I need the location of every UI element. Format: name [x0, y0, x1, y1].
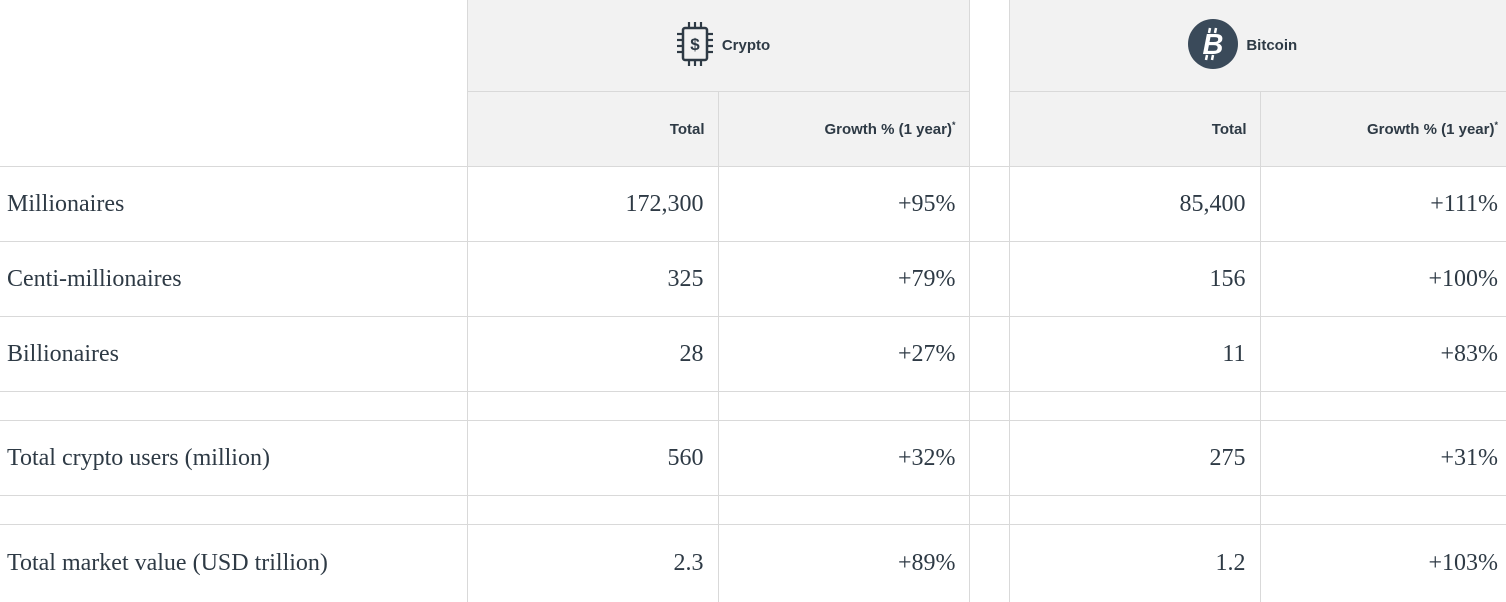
spacer-cell	[0, 495, 467, 525]
header-gap-cell	[969, 0, 1009, 92]
row-label: Millionaires	[0, 166, 467, 242]
bitcoin-growth-value: +31%	[1259, 420, 1506, 496]
row-label: Total crypto users (million)	[0, 420, 467, 496]
spacer-cell	[1259, 391, 1506, 421]
spacer-row	[0, 391, 1506, 421]
crypto-group-label: Crypto	[721, 37, 771, 54]
gap-cell	[968, 495, 1009, 525]
header-gap-cell	[969, 91, 1009, 167]
crypto-group-header: $ Crypto	[466, 0, 970, 92]
crypto-growth-value: +27%	[717, 316, 969, 392]
bitcoin-growth-value: +83%	[1259, 316, 1506, 392]
bitcoin-total-value: 11	[1008, 316, 1260, 392]
bitcoin-growth-value: +103%	[1259, 524, 1506, 602]
bitcoin-growth-header: Growth % (1 year)*	[1259, 91, 1506, 167]
crypto-growth-value: +89%	[717, 524, 969, 602]
group-header-row: $ Crypto B Bitcoin	[0, 0, 1506, 92]
column-header-row: Total Growth % (1 year)* Total Growth % …	[0, 91, 1506, 167]
bitcoin-growth-value: +100%	[1259, 241, 1506, 317]
bitcoin-total-header: Total	[1008, 91, 1260, 167]
table-row: Total crypto users (million) 560 +32% 27…	[0, 420, 1506, 496]
svg-text:B: B	[1203, 29, 1224, 61]
table-row: Centi-millionaires 325 +79% 156 +100%	[0, 241, 1506, 317]
header-empty-cell	[0, 0, 467, 92]
bitcoin-growth-value: +111%	[1259, 166, 1506, 242]
header-empty-cell	[0, 91, 467, 167]
crypto-growth-value: +95%	[717, 166, 969, 242]
table-row: Total market value (USD trillion) 2.3 +8…	[0, 524, 1506, 602]
spacer-cell	[1008, 495, 1260, 525]
gap-cell	[968, 391, 1009, 421]
gap-cell	[968, 420, 1009, 496]
row-label: Billionaires	[0, 316, 467, 392]
crypto-growth-value: +32%	[717, 420, 969, 496]
spacer-row	[0, 495, 1506, 525]
spacer-cell	[466, 495, 718, 525]
table-row: Billionaires 28 +27% 11 +83%	[0, 316, 1506, 392]
crypto-total-value: 2.3	[466, 524, 718, 602]
spacer-cell	[717, 391, 969, 421]
crypto-growth-value: +79%	[717, 241, 969, 317]
gap-cell	[968, 316, 1009, 392]
crypto-total-value: 325	[466, 241, 718, 317]
crypto-total-value: 172,300	[466, 166, 718, 242]
crypto-growth-header: Growth % (1 year)*	[717, 91, 970, 167]
gap-cell	[968, 241, 1009, 317]
chip-dollar-icon: $	[676, 21, 714, 71]
bitcoin-total-value: 1.2	[1008, 524, 1260, 602]
footnote-marker: *	[951, 119, 956, 130]
crypto-total-header: Total	[466, 91, 718, 167]
footnote-marker: *	[1494, 119, 1498, 130]
crypto-total-value: 560	[466, 420, 718, 496]
spacer-cell	[1008, 391, 1260, 421]
bitcoin-group-header: B Bitcoin	[1008, 0, 1506, 92]
svg-text:$: $	[690, 35, 700, 54]
bitcoin-total-value: 156	[1008, 241, 1260, 317]
bitcoin-total-value: 85,400	[1008, 166, 1260, 242]
gap-cell	[968, 524, 1009, 602]
bitcoin-total-value: 275	[1008, 420, 1260, 496]
bitcoin-group-label: Bitcoin	[1246, 37, 1298, 54]
row-label: Total market value (USD trillion)	[7, 549, 328, 576]
row-label: Centi-millionaires	[0, 241, 467, 317]
gap-cell	[968, 166, 1009, 242]
table-row: Millionaires 172,300 +95% 85,400 +111%	[0, 166, 1506, 242]
spacer-cell	[1259, 495, 1506, 525]
spacer-cell	[717, 495, 969, 525]
bitcoin-icon: B	[1188, 18, 1239, 73]
spacer-cell	[0, 391, 467, 421]
crypto-total-value: 28	[466, 316, 718, 392]
spacer-cell	[466, 391, 718, 421]
